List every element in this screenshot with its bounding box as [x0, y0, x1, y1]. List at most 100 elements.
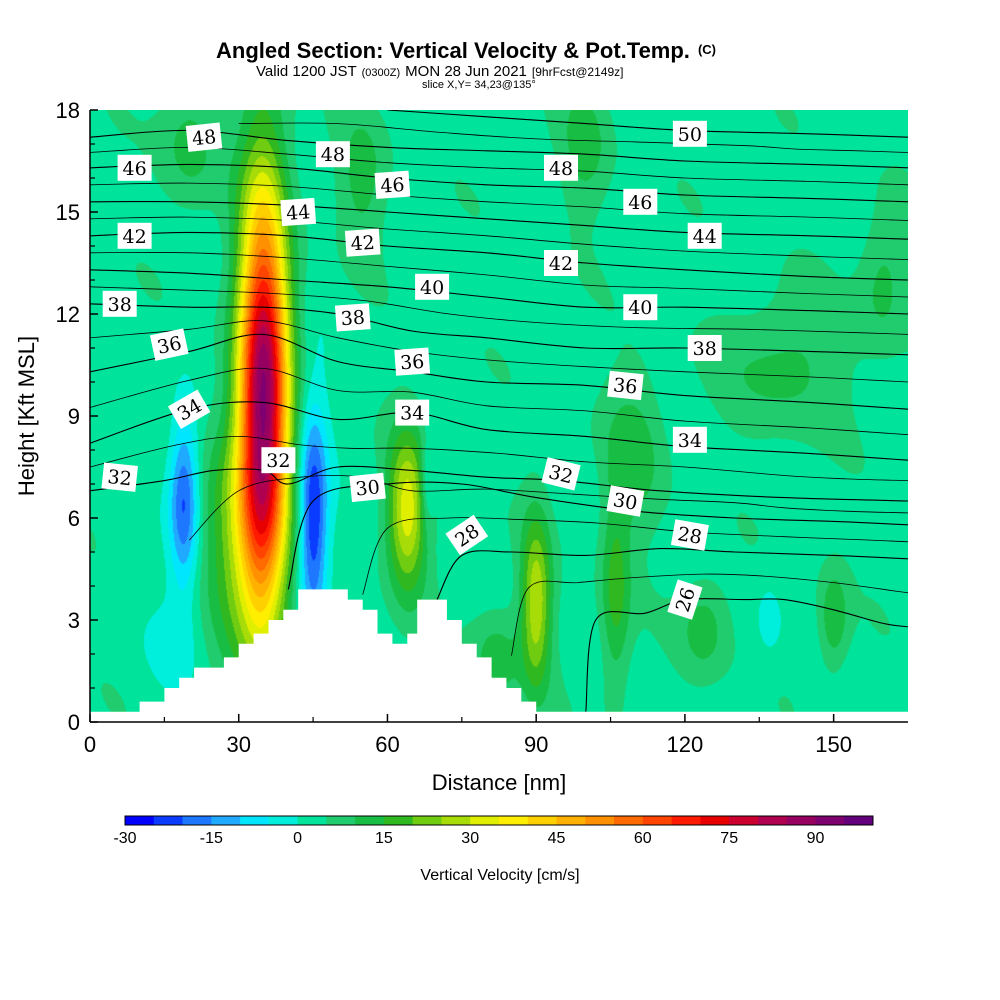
contour-label-text: 32 — [266, 450, 290, 472]
colorbar-swatch — [585, 816, 615, 825]
contour-label: 32 — [101, 462, 138, 492]
contour-label: 38 — [102, 290, 137, 317]
contour-label: 32 — [261, 447, 296, 474]
velocity-heatmap — [90, 110, 908, 722]
isentrope-minor — [90, 367, 908, 436]
colorbar-swatch — [844, 816, 874, 825]
isentrope-42 — [90, 231, 908, 281]
contour-label: 30 — [349, 472, 386, 503]
isentrope-30 — [287, 481, 908, 590]
contour-label: 36 — [394, 347, 431, 376]
isentrope-minor — [511, 573, 908, 656]
contour-label-box — [623, 188, 658, 215]
contour-label-text: 38 — [693, 338, 717, 360]
colorbar-swatch — [815, 816, 845, 825]
contour-label-text: 38 — [108, 294, 132, 316]
contour-label: 34 — [395, 399, 430, 426]
x-tick-label: 30 — [226, 732, 250, 757]
colorbar-swatch — [355, 816, 385, 825]
contour-label-box — [687, 335, 722, 361]
contour-label: 42 — [117, 222, 152, 249]
contour-label: 48 — [185, 122, 223, 152]
y-tick-label: 9 — [68, 404, 80, 429]
chart-subtitle: Valid 1200 JST (0300Z) MON 28 Jun 2021 [9hr… — [256, 63, 623, 80]
isentrope-40 — [90, 269, 908, 315]
colorbar-swatch — [527, 816, 558, 825]
y-tick-label: 6 — [68, 506, 80, 531]
colorbar-tick-label: -15 — [200, 830, 223, 847]
colorbar-swatch — [383, 816, 414, 825]
contour-label-text: 28 — [676, 523, 704, 549]
colorbar-title: Vertical Velocity [cm/s] — [420, 867, 579, 884]
contour-label-text: 42 — [123, 226, 147, 248]
contour-label-text: 46 — [628, 192, 652, 214]
contour-label-text: 44 — [693, 226, 717, 248]
chart-title-block: Angled Section: Vertical Velocity & Pot.… — [216, 38, 716, 91]
colorbar-swatch — [786, 816, 816, 825]
contour-label-box — [623, 294, 658, 321]
contour-label-box — [315, 141, 350, 168]
x-tick-label: 150 — [815, 732, 852, 757]
colorbar-tick-label: 15 — [375, 830, 393, 847]
isentrope-38 — [90, 303, 908, 356]
colorbar-swatch — [556, 816, 586, 825]
isentrope-minor — [188, 475, 908, 541]
isentrope-minor — [90, 146, 908, 186]
colorbar-swatch — [700, 816, 730, 825]
isentrope-minor — [90, 182, 908, 221]
contour-label: 36 — [149, 328, 189, 361]
x-tick-label: 120 — [667, 732, 704, 757]
x-tick-label: 90 — [524, 732, 548, 757]
colorbar-swatch — [153, 816, 184, 825]
contour-label-text: 42 — [350, 232, 376, 256]
isentrope-minor — [90, 435, 908, 481]
contour-label-text: 48 — [549, 158, 573, 180]
contour-label: 40 — [415, 273, 450, 300]
contour-label-text: 36 — [155, 332, 183, 359]
contour-label-text: 34 — [400, 403, 424, 425]
contour-label: 44 — [280, 197, 317, 227]
y-tick-label: 18 — [56, 98, 80, 123]
colorbar-tick-label: 90 — [807, 830, 825, 847]
colorbar-swatch — [268, 816, 299, 825]
contour-label-box — [149, 328, 189, 361]
y-axis-title: Height [Kft MSL] — [14, 336, 39, 496]
isentrope-minor — [90, 252, 908, 298]
plot-area: 48 46 48 50 48 46 46 44 42 42 44 42 40 40 38 38 36 38 36 36… — [90, 110, 908, 722]
isentrope-28 — [436, 547, 908, 600]
contour-label-text: 36 — [399, 351, 425, 375]
contour-label-box — [167, 389, 211, 429]
isentrope-minor — [90, 320, 908, 383]
contour-label: 44 — [687, 222, 722, 249]
subtitle-forecast: [9hrFcst@2149z] — [532, 65, 624, 79]
contour-label-text: 34 — [678, 430, 702, 452]
contour-label-text: 40 — [420, 277, 444, 299]
contour-label-box — [672, 426, 707, 453]
isentrope-36 — [90, 333, 908, 410]
terrain — [90, 589, 908, 722]
colorbar-swatch — [499, 816, 529, 825]
contour-label-box — [672, 120, 707, 147]
contour-label: 46 — [623, 188, 658, 215]
contour-label: 48 — [544, 154, 578, 181]
contour-label-box — [261, 447, 296, 474]
colorbar-tick-label: 30 — [461, 830, 479, 847]
contour-label: 32 — [541, 457, 581, 491]
isentrope-minor — [90, 286, 908, 335]
contour-label-box — [667, 579, 703, 620]
contour-label-box — [445, 514, 489, 556]
colorbar-swatch — [614, 816, 644, 825]
colorbar-swatch — [412, 816, 442, 825]
colorbar-swatch — [211, 816, 241, 825]
colorbar-tick-label: 45 — [548, 830, 566, 847]
contour-label: 46 — [117, 154, 152, 181]
x-tick-label: 0 — [84, 732, 96, 757]
contour-label-text: 30 — [611, 489, 639, 515]
contour-label-text: 50 — [678, 124, 702, 146]
colorbar-swatch — [125, 816, 155, 825]
contour-label: 50 — [672, 120, 707, 147]
x-axis-title: Distance [nm] — [432, 770, 567, 795]
colorbar: -30 -15 0 15 30 45 60 75 90 — [113, 815, 874, 847]
